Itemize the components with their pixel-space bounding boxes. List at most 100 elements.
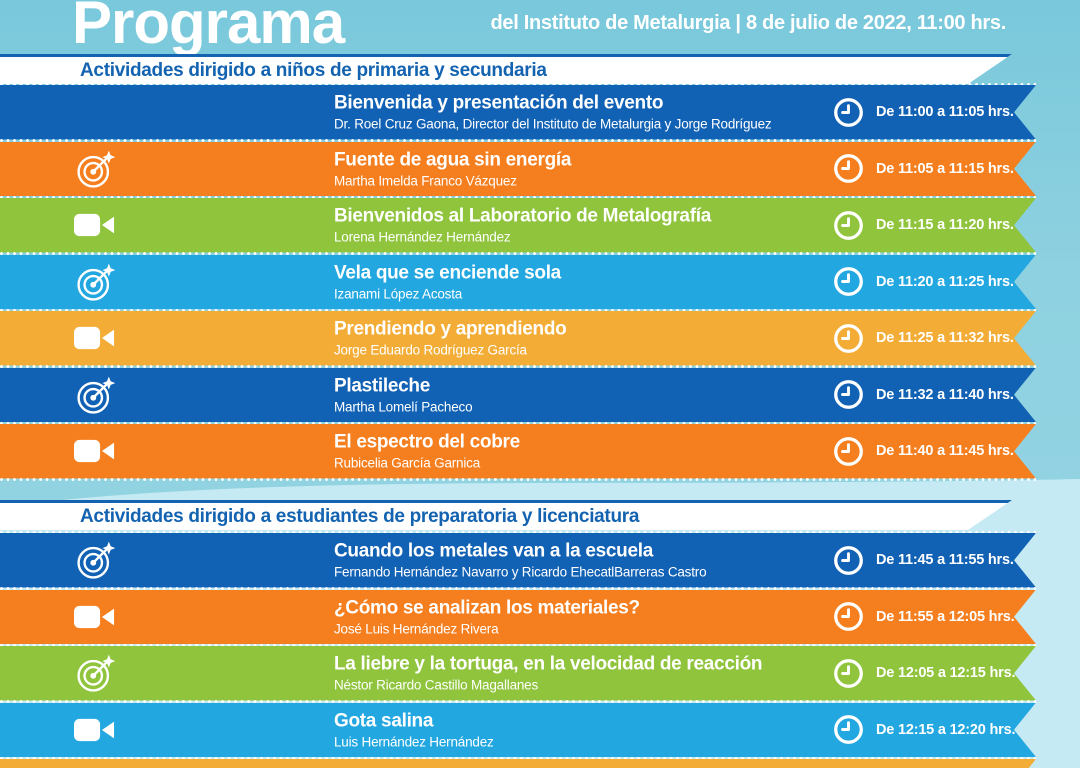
activity-time: De 11:00 a 11:05 hrs. [876,104,1014,121]
video-camera-icon [74,437,115,465]
activity-time: De 11:45 a 11:55 hrs. [876,552,1014,569]
activity-band: Bienvenidos al Laboratorio de Metalograf… [0,198,1036,253]
activity-schedule: De 11:20 a 11:25 hrs. [833,255,1014,310]
activity-row: Fuente de agua sin energía Martha Imelda… [0,139,1036,197]
activity-schedule: De 11:25 a 11:32 hrs. [833,311,1014,366]
activity-speaker: Martha Imelda Franco Vázquez [334,173,517,189]
activity-title: Cuando los metales van a la escuela [334,540,653,562]
activity-time: De 11:55 a 12:05 hrs. [876,608,1015,625]
activity-schedule: De 11:05 a 11:15 hrs. [833,142,1014,197]
activity-band: Cuando los metales van a la escuela Fern… [0,533,1036,588]
page-subtitle: del Instituto de Metalurgia | 8 de julio… [490,12,1006,34]
activity-schedule: De 12:15 a 12:20 hrs. [833,703,1015,758]
activity-schedule [833,759,876,768]
section-title: Actividades dirigido a estudiantes de pr… [80,505,640,527]
activity-row: Vela que se enciende sola Izanami López … [0,252,1036,310]
activity-band: La liebre y la tortuga, en la velocidad … [0,646,1036,701]
clock-icon [833,153,864,184]
dotted-separator [0,530,1036,534]
activity-info: ¿Cómo se analizan los materiales? José L… [334,597,824,636]
section-banner-primaria: Actividades dirigido a niños de primaria… [0,54,1012,84]
activity-type [74,703,330,758]
activity-band: Vela que se enciende sola Izanami López … [0,255,1036,310]
activity-schedule: De 11:00 a 11:05 hrs. [833,85,1014,140]
activity-title: Fuente de agua sin energía [334,149,572,171]
activity-row: Bienvenidos al Laboratorio de Metalograf… [0,195,1036,253]
activity-row: Cuando los metales van a la escuela Fern… [0,530,1036,588]
activity-info: Prendiendo y aprendiendo Jorge Eduardo R… [334,319,824,358]
activity-info: El espectro del cobre Rubicelia García G… [334,432,824,471]
activity-band: ¿Qué es la difracción de rayos X? [0,759,1036,768]
activity-title: ¿Cómo se analizan los materiales? [334,597,640,619]
activity-band: ¿Cómo se analizan los materiales? José L… [0,590,1036,645]
activity-schedule: De 11:55 a 12:05 hrs. [833,590,1014,645]
clock-icon [833,210,864,241]
activity-info: Plastileche Martha Lomelí Pacheco [334,375,824,414]
activity-type [74,533,330,588]
activity-time: De 11:40 a 11:45 hrs. [876,443,1014,460]
target-experiment-icon [74,147,118,191]
activity-info: Bienvenidos al Laboratorio de Metalograf… [334,206,824,245]
clock-icon [833,379,864,410]
activity-title: La liebre y la tortuga, en la velocidad … [334,653,763,675]
clock-icon [833,266,864,297]
activity-title: Prendiendo y aprendiendo [334,318,567,340]
activity-info: Vela que se enciende sola Izanami López … [334,262,824,301]
dotted-separator [0,643,1036,647]
activity-band: Bienvenida y presentación del evento Dr.… [0,85,1036,140]
activity-schedule: De 11:32 a 11:40 hrs. [833,368,1014,423]
dotted-separator [0,421,1036,425]
activity-title: Bienvenida y presentación del evento [334,92,664,114]
activity-time: De 11:32 a 11:40 hrs. [876,386,1014,403]
dotted-separator [0,308,1036,312]
activity-row: ¿Qué es la difracción de rayos X? [0,756,1036,768]
target-experiment-icon [74,538,118,582]
activity-type [74,198,330,253]
activity-speaker: Dr. Roel Cruz Gaona, Director del Instit… [334,116,772,132]
section-title: Actividades dirigido a niños de primaria… [80,59,547,81]
activity-type [74,85,330,140]
clock-icon [833,601,864,632]
clock-icon [833,436,864,467]
activity-speaker: Fernando Hernández Navarro y Ricardo Ehe… [334,564,707,580]
activity-row: Prendiendo y aprendiendo Jorge Eduardo R… [0,308,1036,366]
dotted-separator [0,195,1036,199]
activity-schedule: De 11:45 a 11:55 hrs. [833,533,1014,588]
target-experiment-icon [74,651,118,695]
activity-time: De 11:05 a 11:15 hrs. [876,160,1014,177]
activity-speaker: Luis Hernández Hernández [334,734,494,750]
activity-speaker: José Luis Hernández Rivera [334,621,499,637]
dotted-separator [0,365,1036,368]
target-experiment-icon [74,260,118,304]
dotted-separator [0,139,1036,142]
activity-band: Plastileche Martha Lomelí Pacheco De 11:… [0,368,1036,423]
activity-speaker: Izanami López Acosta [334,286,463,302]
activity-time: De 12:05 a 12:15 hrs. [876,665,1016,682]
activity-speaker: Martha Lomelí Pacheco [334,399,473,415]
activity-speaker: Jorge Eduardo Rodríguez García [334,342,527,358]
activity-row: Gota salina Luis Hernández Hernández De … [0,700,1036,758]
activity-time: De 11:25 a 11:32 hrs. [876,330,1014,347]
video-camera-icon [74,324,115,352]
activity-title: Bienvenidos al Laboratorio de Metalograf… [334,205,711,227]
dotted-separator [0,700,1036,703]
clock-icon [833,97,864,128]
clock-icon [833,714,864,745]
activity-type [74,368,330,423]
clock-icon [833,545,864,576]
activity-info: Bienvenida y presentación del evento Dr.… [334,93,824,132]
page-title: Programa [72,0,345,56]
target-experiment-icon [74,373,118,417]
dotted-separator [0,252,1036,255]
activity-speaker: Néstor Ricardo Castillo Magallanes [334,677,539,693]
activity-row: La liebre y la tortuga, en la velocidad … [0,643,1036,701]
activity-band: Fuente de agua sin energía Martha Imelda… [0,142,1036,197]
video-camera-icon [74,716,115,744]
activity-band: El espectro del cobre Rubicelia García G… [0,424,1036,479]
activity-type [74,646,330,701]
activity-title: Gota salina [334,710,434,732]
activity-type [74,311,330,366]
activity-time: De 11:15 a 11:20 hrs. [876,217,1014,234]
activity-row: El espectro del cobre Rubicelia García G… [0,421,1036,481]
clock-icon [833,658,864,689]
